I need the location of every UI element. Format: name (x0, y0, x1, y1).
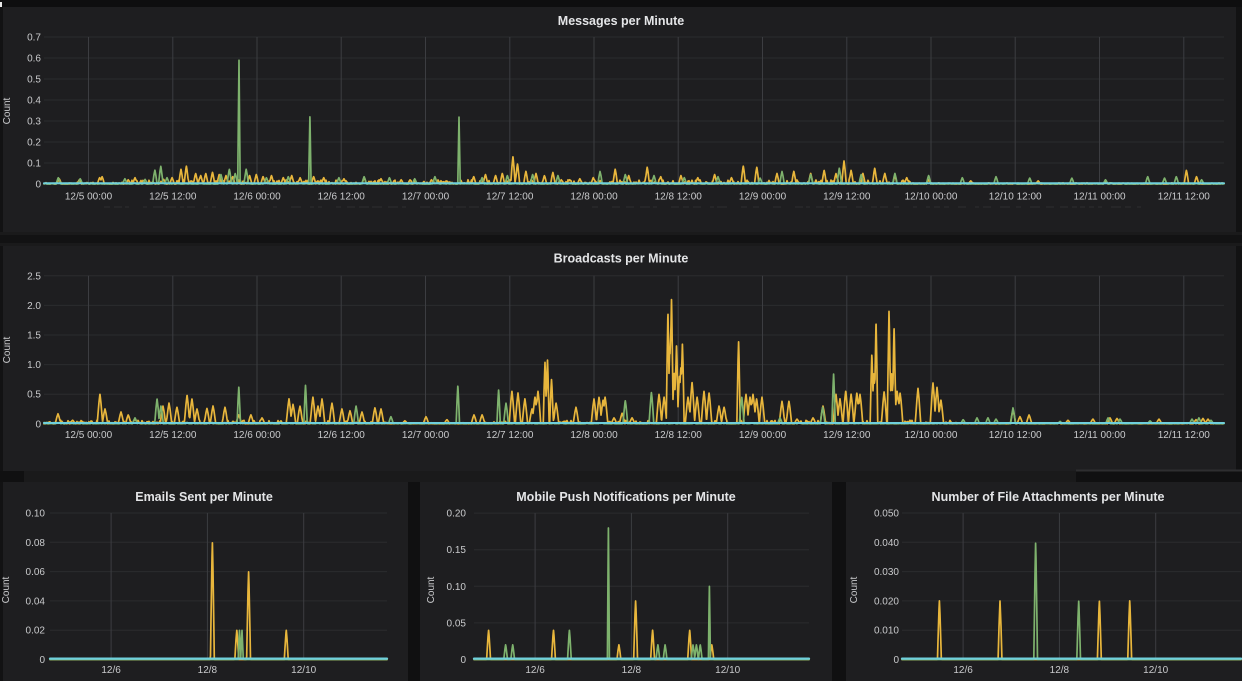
svg-text:1.5: 1.5 (27, 331, 41, 342)
svg-text:0.050: 0.050 (874, 509, 899, 520)
svg-text:0: 0 (35, 180, 41, 191)
svg-text:0.10: 0.10 (447, 582, 467, 593)
svg-text:0.5: 0.5 (27, 75, 41, 86)
svg-text:12/10 12:00: 12/10 12:00 (989, 192, 1042, 203)
svg-text:0.20: 0.20 (447, 509, 467, 520)
svg-text:12/6: 12/6 (101, 665, 121, 676)
svg-text:12/8: 12/8 (198, 665, 218, 676)
svg-text:0.02: 0.02 (26, 626, 46, 637)
svg-text:0: 0 (35, 419, 41, 430)
svg-text:12/9 00:00: 12/9 00:00 (739, 192, 787, 203)
svg-text:12/10: 12/10 (715, 665, 740, 676)
svg-text:0.04: 0.04 (26, 596, 46, 607)
svg-text:0.6: 0.6 (27, 54, 41, 65)
svg-text:12/7 00:00: 12/7 00:00 (402, 192, 450, 203)
svg-text:0.040: 0.040 (874, 538, 899, 549)
svg-text:Count: Count (2, 336, 13, 363)
svg-text:12/5 00:00: 12/5 00:00 (65, 430, 113, 441)
svg-text:2.5: 2.5 (27, 271, 41, 282)
svg-text:12/8 12:00: 12/8 12:00 (655, 192, 703, 203)
svg-text:12/5 12:00: 12/5 12:00 (149, 430, 197, 441)
svg-text:12/5 12:00: 12/5 12:00 (149, 192, 197, 203)
svg-text:12/11 00:00: 12/11 00:00 (1073, 430, 1126, 441)
svg-text:Count: Count (849, 576, 860, 603)
svg-text:12/11 12:00: 12/11 12:00 (1158, 430, 1211, 441)
svg-text:0.05: 0.05 (447, 618, 467, 629)
svg-text:12/9 12:00: 12/9 12:00 (823, 192, 871, 203)
svg-text:0: 0 (460, 655, 466, 666)
svg-text:0.06: 0.06 (26, 567, 46, 578)
svg-text:0.10: 0.10 (26, 509, 46, 520)
svg-text:12/7 12:00: 12/7 12:00 (486, 192, 534, 203)
svg-text:12/6 00:00: 12/6 00:00 (233, 430, 281, 441)
svg-text:Count: Count (1, 576, 12, 603)
svg-text:0.5: 0.5 (27, 390, 41, 401)
svg-text:12/6 12:00: 12/6 12:00 (318, 192, 366, 203)
svg-text:12/6 00:00: 12/6 00:00 (233, 192, 281, 203)
svg-text:12/6 12:00: 12/6 12:00 (318, 430, 366, 441)
svg-text:12/8 00:00: 12/8 00:00 (570, 430, 618, 441)
svg-text:12/8 00:00: 12/8 00:00 (570, 192, 618, 203)
svg-text:12/10 12:00: 12/10 12:00 (989, 430, 1042, 441)
svg-text:0: 0 (893, 655, 899, 666)
svg-text:12/10: 12/10 (291, 665, 316, 676)
svg-text:12/11 00:00: 12/11 00:00 (1073, 192, 1126, 203)
svg-text:Mobile Push Notifications per: Mobile Push Notifications per Minute (516, 490, 736, 504)
svg-text:0.7: 0.7 (27, 33, 41, 44)
svg-text:0.15: 0.15 (447, 545, 467, 556)
svg-text:0.020: 0.020 (874, 596, 899, 607)
svg-text:Count: Count (2, 97, 13, 124)
svg-text:12/8: 12/8 (622, 665, 642, 676)
svg-text:12/7 00:00: 12/7 00:00 (402, 430, 450, 441)
svg-text:0.4: 0.4 (27, 96, 41, 107)
svg-text:Emails Sent per Minute: Emails Sent per Minute (135, 490, 273, 504)
svg-text:12/10: 12/10 (1143, 665, 1168, 676)
svg-text:2.0: 2.0 (27, 301, 41, 312)
svg-text:12/10 00:00: 12/10 00:00 (905, 192, 958, 203)
svg-text:0.3: 0.3 (27, 117, 41, 128)
svg-text:12/10 00:00: 12/10 00:00 (905, 430, 958, 441)
svg-text:1.0: 1.0 (27, 360, 41, 371)
svg-text:Broadcasts per Minute: Broadcasts per Minute (554, 252, 689, 266)
svg-text:0.08: 0.08 (26, 538, 46, 549)
svg-text:12/9 00:00: 12/9 00:00 (739, 430, 787, 441)
svg-text:12/5 00:00: 12/5 00:00 (65, 192, 113, 203)
svg-text:0.1: 0.1 (27, 159, 41, 170)
svg-text:12/9 12:00: 12/9 12:00 (823, 430, 871, 441)
svg-text:12/11 12:00: 12/11 12:00 (1158, 192, 1211, 203)
svg-text:12/6: 12/6 (525, 665, 545, 676)
svg-text:0.010: 0.010 (874, 626, 899, 637)
svg-text:0.2: 0.2 (27, 138, 41, 149)
svg-text:0.030: 0.030 (874, 567, 899, 578)
svg-text:12/7 12:00: 12/7 12:00 (486, 430, 534, 441)
svg-text:12/6: 12/6 (953, 665, 973, 676)
svg-text:0: 0 (39, 655, 45, 666)
svg-text:12/8: 12/8 (1050, 665, 1070, 676)
svg-text:Messages per Minute: Messages per Minute (558, 14, 684, 28)
svg-text:Number of File Attachments per: Number of File Attachments per Minute (932, 490, 1165, 504)
svg-text:Count: Count (426, 576, 437, 603)
svg-text:12/8 12:00: 12/8 12:00 (655, 430, 703, 441)
